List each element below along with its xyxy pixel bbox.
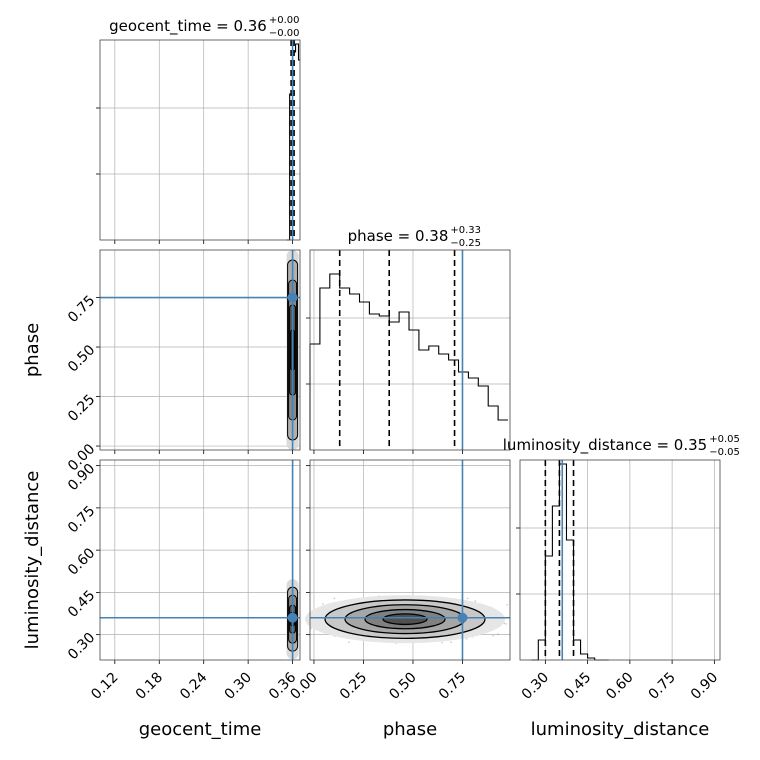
- phase-distance-truth-point: [457, 612, 468, 623]
- phase-title-minus: −0.25: [450, 238, 481, 249]
- phase-distance-sample-point: [506, 603, 509, 606]
- phase-distance-sample-point: [348, 641, 350, 644]
- geocent-phase-yticklabel-3: 0.75: [65, 293, 98, 326]
- phase-distance-sample-point: [497, 633, 499, 636]
- geocent-title: geocent_time = 0.36: [109, 17, 267, 36]
- phase-distance-xticklabel-1: 0.25: [337, 670, 370, 703]
- phase-distance-density-4: [382, 613, 428, 626]
- geocent-distance-yticklabel-3: 0.75: [65, 503, 98, 536]
- distance-hist-xticklabel-1: 0.45: [561, 670, 594, 703]
- geocent-distance-xticklabel-2: 0.24: [177, 669, 210, 702]
- distance-hist-xticklabel-3: 0.75: [646, 670, 679, 703]
- phase-distance-sample-point: [333, 597, 336, 600]
- phase-distance-sample-point: [322, 603, 324, 605]
- x-axis-label-0: geocent_time: [139, 719, 262, 740]
- geocent-distance-yticklabel-0: 0.30: [65, 630, 98, 663]
- distance-title: luminosity_distance = 0.35: [503, 436, 707, 455]
- geocent-distance-frame: [99, 459, 301, 661]
- distance-hist-xticklabel-0: 0.30: [519, 670, 552, 703]
- geocent-title-minus: −0.00: [269, 28, 300, 39]
- geocent-distance-yticklabel-1: 0.45: [65, 587, 98, 620]
- distance-hist-xticklabel-2: 0.60: [603, 670, 636, 703]
- phase-distance-sample-point: [504, 623, 507, 625]
- phase-title: phase = 0.38: [348, 227, 449, 245]
- geocent-distance-xticklabel-3: 0.30: [222, 670, 255, 703]
- phase-distance-frame: [309, 459, 511, 661]
- phase-distance-sample-point: [466, 597, 469, 600]
- geocent-distance-xticklabel-1: 0.18: [133, 670, 166, 703]
- geocent-title-plus: +0.00: [269, 15, 300, 26]
- phase-distance-sample-point: [492, 634, 495, 637]
- distance-hist-xticklabel-4: 0.90: [688, 670, 721, 703]
- phase-distance-xticklabel-2: 0.50: [386, 670, 419, 703]
- phase-distance-sample-point: [465, 637, 468, 640]
- geocent-hist-frame: [99, 39, 301, 241]
- phase-distance-sample-point: [450, 641, 453, 644]
- phase-distance-sample-point: [441, 641, 443, 644]
- geocent-phase-frame: [99, 249, 301, 451]
- y-axis-label-1: luminosity_distance: [22, 471, 43, 650]
- y-axis-label-0: phase: [22, 323, 43, 377]
- distance-title-plus: +0.05: [709, 434, 740, 445]
- phase-distance-sample-point: [474, 600, 477, 602]
- distance-title-minus: −0.05: [709, 447, 740, 458]
- geocent-phase-yticklabel-2: 0.50: [65, 342, 98, 375]
- phase-hist-frame: [309, 249, 511, 451]
- phase-distance-xticklabel-3: 0.75: [436, 670, 469, 703]
- geocent-distance-truth-point: [287, 612, 298, 623]
- distance-hist-frame: [519, 459, 721, 661]
- phase-title-plus: +0.33: [450, 225, 481, 236]
- phase-distance-sample-point: [503, 622, 506, 625]
- x-axis-label-2: luminosity_distance: [531, 719, 710, 740]
- geocent-distance-xticklabel-0: 0.12: [88, 670, 121, 703]
- geocent-phase-yticklabel-1: 0.25: [65, 392, 98, 425]
- geocent-distance-yticklabel-2: 0.60: [65, 545, 98, 578]
- geocent-phase-truth-point: [287, 292, 298, 303]
- x-axis-label-1: phase: [383, 719, 437, 740]
- distance-hist-histogram: [531, 463, 609, 661]
